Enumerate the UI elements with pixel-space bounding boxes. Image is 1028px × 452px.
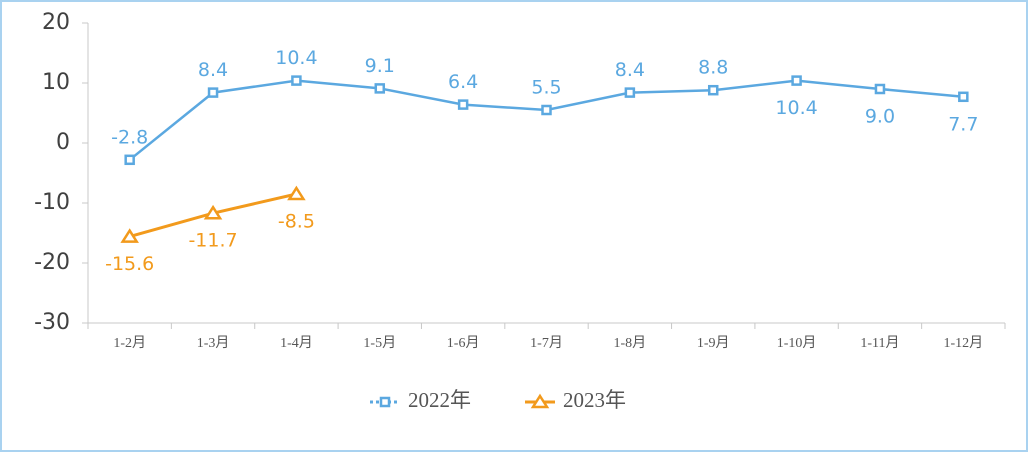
x-tick-label: 1-3月 (197, 335, 230, 351)
x-tick-label: 1-9月 (697, 335, 730, 351)
x-tick-label: 1-4月 (280, 335, 313, 351)
x-tick-label: 1-8月 (614, 335, 647, 351)
point (124, 154, 135, 166)
x-tick-label: 1-11月 (860, 335, 899, 351)
point (374, 83, 386, 94)
data-label: 7.7 (948, 113, 978, 135)
point (791, 75, 802, 86)
data-label: 9.0 (865, 106, 895, 128)
x-tick-label: 1-5月 (363, 335, 396, 351)
point (291, 75, 302, 86)
data-label: -11.7 (188, 230, 237, 252)
data-label: 8.4 (198, 59, 228, 81)
point (207, 87, 219, 98)
x-tick-label: 1-10月 (777, 335, 817, 351)
data-label: 6.4 (448, 71, 478, 93)
y-tick-label: 10 (42, 70, 70, 95)
point (287, 185, 306, 201)
data-label: 10.4 (775, 97, 817, 119)
data-label: -15.6 (105, 253, 154, 275)
point (120, 228, 139, 243)
y-tick-label: -30 (34, 310, 70, 335)
legend-label: 2023年 (563, 388, 626, 412)
legend-marker (530, 393, 550, 409)
y-tick-label: 20 (42, 10, 70, 35)
point (203, 204, 223, 220)
point (457, 99, 469, 110)
legend-marker (379, 396, 391, 408)
point (958, 91, 969, 103)
point (541, 104, 552, 116)
point (624, 87, 636, 98)
x-tick-label: 1-2月 (113, 335, 146, 351)
data-label: 9.1 (365, 55, 395, 77)
data-label: 5.5 (531, 77, 561, 99)
y-tick-label: -20 (34, 250, 70, 275)
point (874, 83, 886, 95)
y-tick-label: -10 (34, 190, 70, 215)
data-label: 10.4 (275, 47, 317, 69)
data-label: -8.5 (278, 211, 315, 233)
point (707, 84, 719, 96)
data-label: 8.4 (615, 59, 645, 81)
x-tick-label: 1-12月 (943, 335, 983, 351)
y-tick-label: 0 (56, 130, 70, 155)
legend-label: 2022年 (408, 388, 471, 412)
x-tick-label: 1-6月 (447, 335, 480, 351)
data-label: -2.8 (111, 126, 148, 148)
data-label: 8.8 (698, 57, 728, 79)
x-tick-label: 1-7月 (530, 335, 563, 351)
